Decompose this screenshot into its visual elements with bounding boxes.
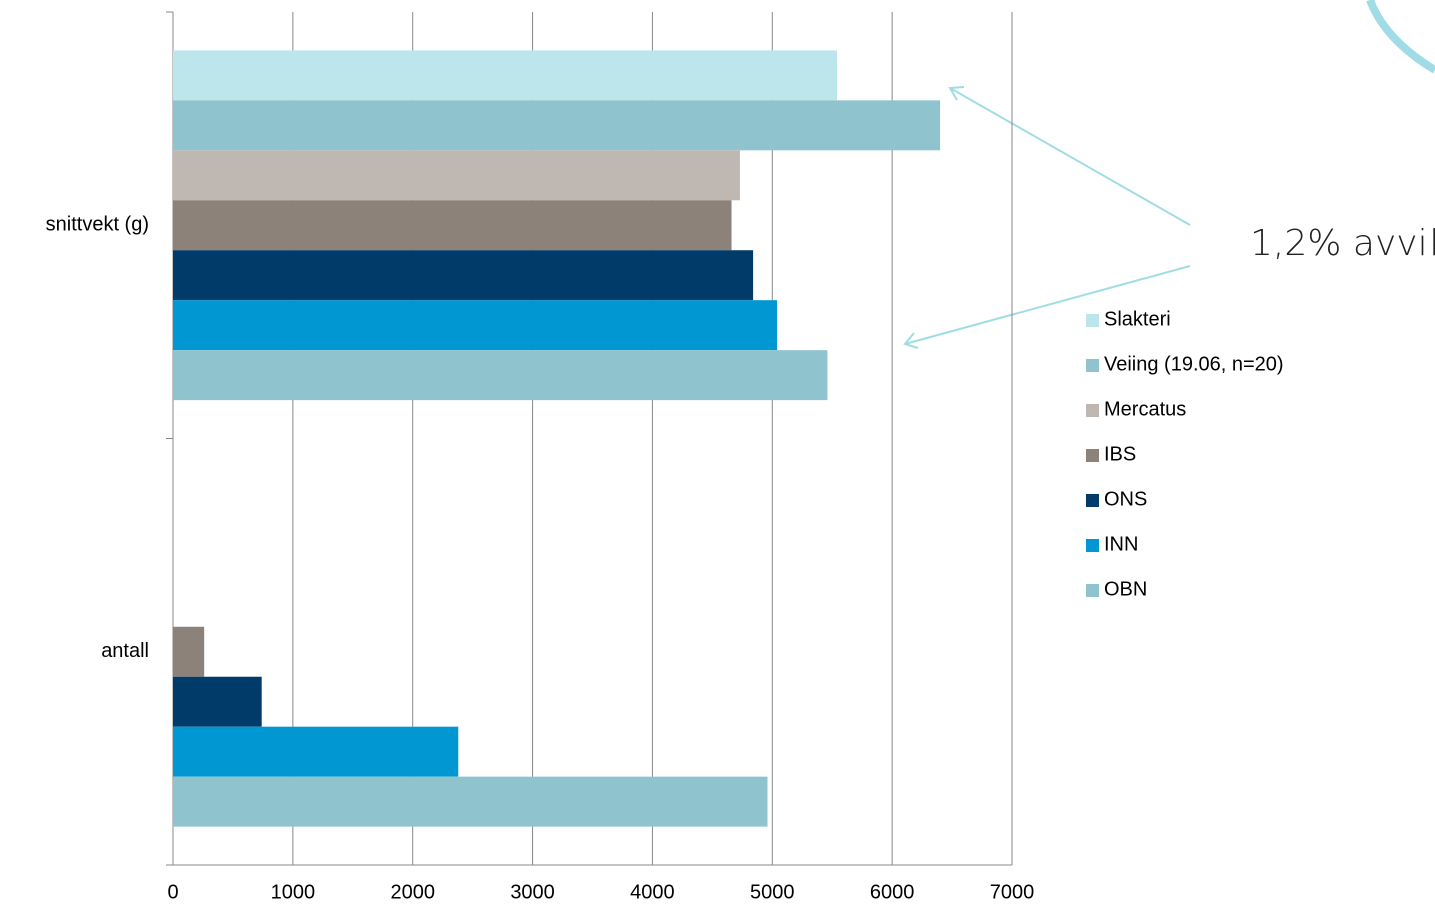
x-tick-label: 6000 [870,881,915,903]
legend-swatch [1086,449,1099,462]
legend-label: IBS [1104,443,1136,465]
bar [173,250,754,301]
bar [173,100,941,151]
bar [173,150,740,201]
x-tick-label: 2000 [390,881,435,903]
legend-label: ONS [1104,488,1147,510]
annotation-arrows [903,86,1191,349]
x-tick-label: 7000 [990,881,1035,903]
y-tick-label: antall [101,640,149,662]
bar [173,300,778,351]
legend-label: Slakteri [1104,308,1171,330]
bar [173,626,205,677]
legend-swatch [1086,359,1099,372]
x-tick-label: 4000 [630,881,675,903]
bar [173,50,838,101]
legend-swatch [1086,314,1099,327]
legend-label: INN [1104,533,1138,555]
corner-decoration [1366,0,1435,74]
legend-label: Veiing (19.06, n=20) [1104,353,1284,375]
bar [173,350,828,401]
legend-label: OBN [1104,578,1147,600]
legend-swatch [1086,404,1099,417]
legend-swatch [1086,494,1099,507]
annotation: 1,2% avvik [1250,223,1435,264]
bar [173,726,459,777]
legend-swatch [1086,584,1099,597]
x-tick-label: 0 [167,881,178,903]
y-tick-label: snittvekt (g) [46,214,149,236]
bar [173,776,768,827]
legend-label: Mercatus [1104,398,1186,420]
x-tick-label: 5000 [750,881,795,903]
x-tick-label: 3000 [510,881,555,903]
legend-swatch [1086,539,1099,552]
bar [173,676,262,727]
bar [173,200,732,251]
x-tick-label: 1000 [271,881,316,903]
